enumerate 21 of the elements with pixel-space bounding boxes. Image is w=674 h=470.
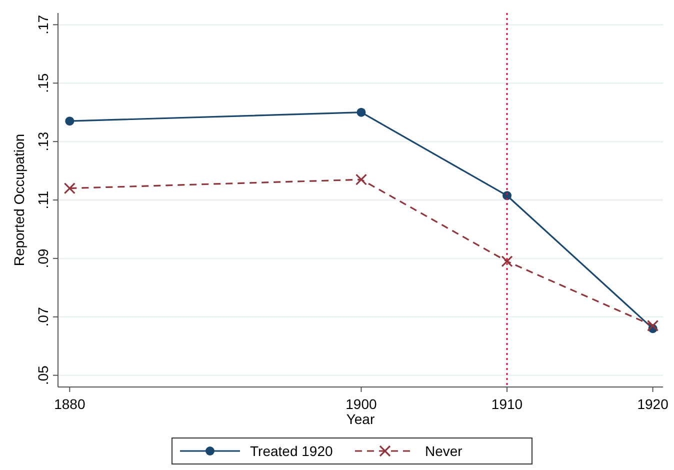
x-tick-label: 1920 <box>637 396 669 412</box>
x-tick-label: 1900 <box>346 396 378 412</box>
y-tick-label: .11 <box>35 190 51 210</box>
x-axis-title: Year <box>346 411 375 427</box>
y-axis-title: Reported Occupation <box>11 134 27 266</box>
legend-label: Treated 1920 <box>250 443 333 459</box>
legend-label: Never <box>425 443 463 459</box>
y-tick-label: .13 <box>35 132 51 152</box>
point <box>65 116 74 126</box>
y-tick-label: .17 <box>35 14 51 34</box>
x-tick-label: 1910 <box>491 396 523 412</box>
point <box>356 108 366 117</box>
point <box>355 174 368 186</box>
y-tick-label: .09 <box>35 248 51 268</box>
x-tick-label: 1880 <box>54 396 86 412</box>
y-tick-label: .07 <box>35 306 51 327</box>
point <box>646 320 659 332</box>
point <box>501 256 513 268</box>
y-tick-label: .15 <box>35 73 51 93</box>
point <box>64 182 76 194</box>
y-tick-label: .05 <box>35 365 51 386</box>
